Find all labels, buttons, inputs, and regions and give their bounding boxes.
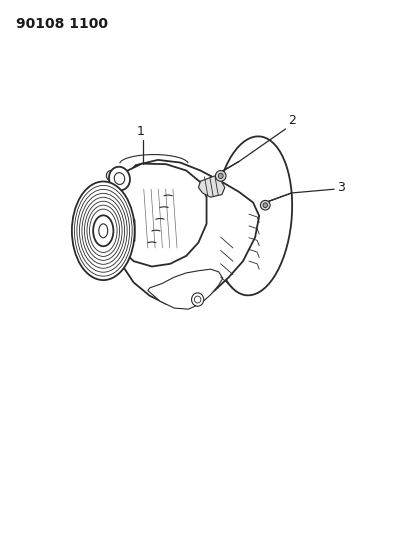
- Polygon shape: [119, 203, 135, 241]
- Ellipse shape: [192, 293, 204, 306]
- Ellipse shape: [93, 215, 113, 246]
- Ellipse shape: [75, 185, 132, 276]
- Ellipse shape: [90, 209, 117, 253]
- Text: 90108 1100: 90108 1100: [16, 17, 108, 31]
- Text: 3: 3: [337, 181, 345, 194]
- Polygon shape: [109, 164, 207, 266]
- Ellipse shape: [107, 171, 116, 181]
- Ellipse shape: [114, 173, 125, 184]
- Text: 1: 1: [137, 125, 145, 138]
- Ellipse shape: [109, 167, 130, 190]
- Text: 2: 2: [288, 114, 296, 127]
- Ellipse shape: [194, 296, 201, 303]
- Polygon shape: [107, 160, 259, 306]
- Ellipse shape: [218, 173, 223, 179]
- Ellipse shape: [84, 201, 122, 261]
- Ellipse shape: [215, 171, 226, 181]
- Ellipse shape: [87, 205, 119, 256]
- Ellipse shape: [214, 136, 292, 295]
- Ellipse shape: [72, 181, 134, 280]
- Polygon shape: [198, 176, 225, 197]
- Polygon shape: [148, 269, 223, 309]
- Ellipse shape: [263, 203, 268, 207]
- Ellipse shape: [260, 200, 270, 210]
- Ellipse shape: [82, 197, 125, 264]
- Ellipse shape: [79, 193, 127, 268]
- Ellipse shape: [77, 189, 130, 272]
- Ellipse shape: [99, 224, 108, 238]
